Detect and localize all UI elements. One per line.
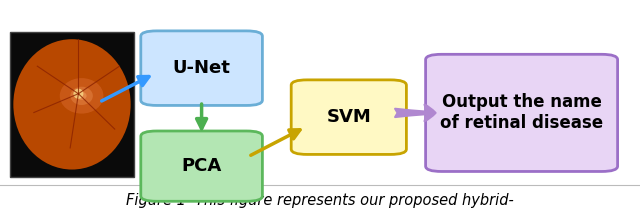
Text: U-Net: U-Net — [173, 59, 230, 77]
FancyBboxPatch shape — [10, 32, 134, 177]
FancyBboxPatch shape — [291, 80, 406, 154]
FancyBboxPatch shape — [141, 131, 262, 201]
Text: PCA: PCA — [182, 157, 221, 175]
Ellipse shape — [70, 87, 93, 105]
Text: Figure 1  This figure represents our proposed hybrid-: Figure 1 This figure represents our prop… — [126, 193, 514, 208]
Text: SVM: SVM — [326, 108, 371, 126]
Ellipse shape — [13, 39, 131, 170]
FancyBboxPatch shape — [426, 54, 618, 171]
FancyBboxPatch shape — [141, 31, 262, 105]
FancyArrowPatch shape — [395, 105, 436, 121]
Text: Output the name
of retinal disease: Output the name of retinal disease — [440, 94, 603, 132]
Ellipse shape — [77, 92, 86, 100]
Ellipse shape — [74, 89, 83, 99]
Ellipse shape — [60, 78, 104, 114]
